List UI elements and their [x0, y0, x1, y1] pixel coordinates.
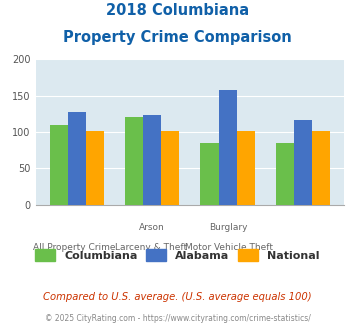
Bar [201, 143, 219, 205]
Bar [294, 120, 312, 205]
Bar [219, 90, 237, 205]
Bar [312, 131, 330, 205]
Bar [68, 112, 86, 205]
Legend: Columbiana, Alabama, National: Columbiana, Alabama, National [31, 245, 324, 265]
Text: All Property Crime: All Property Crime [33, 243, 115, 251]
Bar [50, 125, 68, 205]
Bar [143, 115, 161, 205]
Bar [161, 131, 179, 205]
Text: Arson: Arson [138, 223, 164, 232]
Bar [276, 143, 294, 205]
Bar [125, 117, 143, 205]
Text: Motor Vehicle Theft: Motor Vehicle Theft [185, 243, 273, 251]
Bar [86, 131, 104, 205]
Text: Burglary: Burglary [209, 223, 248, 232]
Bar [237, 131, 255, 205]
Text: Property Crime Comparison: Property Crime Comparison [63, 30, 292, 45]
Text: 2018 Columbiana: 2018 Columbiana [106, 3, 249, 18]
Text: © 2025 CityRating.com - https://www.cityrating.com/crime-statistics/: © 2025 CityRating.com - https://www.city… [45, 314, 310, 323]
Text: Larceny & Theft: Larceny & Theft [115, 243, 187, 251]
Text: Compared to U.S. average. (U.S. average equals 100): Compared to U.S. average. (U.S. average … [43, 292, 312, 302]
